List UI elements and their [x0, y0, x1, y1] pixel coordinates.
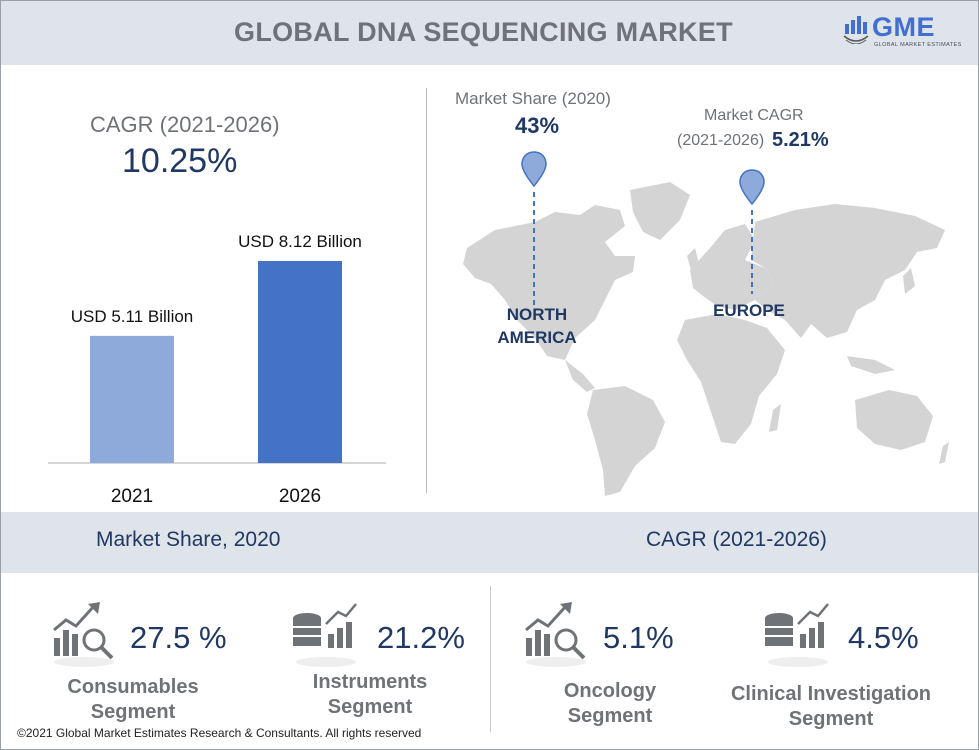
database-chart-icon — [765, 603, 829, 667]
stat-label-line1: Clinical Investigation — [730, 683, 932, 705]
gme-logo: GME GLOBAL MARKET ESTIMATES — [842, 12, 962, 52]
stat-label-line1: Instruments — [312, 671, 428, 693]
market-share-label: Market Share (2020) — [455, 89, 611, 108]
africa-shape — [677, 314, 785, 444]
instruments-segment-label: Instruments Segment — [290, 670, 450, 720]
cagr-heading: CAGR (2021-2026) — [646, 528, 827, 551]
copyright-footer: ©2021 Global Market Estimates Research &… — [17, 726, 422, 740]
market-cagr-value: 5.21% — [772, 129, 829, 151]
europe-pin — [739, 169, 765, 294]
north-america-shape — [463, 205, 635, 360]
region-north-america-line2: AMERICA — [497, 328, 577, 347]
north-america-pin — [521, 151, 547, 306]
database-chart-icon — [293, 603, 357, 667]
europe-shape — [690, 224, 775, 310]
south-america-shape — [587, 386, 665, 496]
stat-label-line2: Segment — [788, 708, 874, 730]
region-north-america: NORTH AMERICA — [492, 303, 582, 349]
globe-bars-icon — [843, 16, 869, 44]
world-map — [463, 182, 949, 496]
stat-label-line1: Consumables — [67, 676, 199, 698]
asia-shape — [751, 204, 945, 338]
chart-magnifier-icon — [53, 602, 114, 667]
stats-divider — [490, 586, 491, 732]
consumables-segment-label: Consumables Segment — [40, 675, 226, 725]
stat-label-line2: Segment — [327, 696, 413, 718]
stat-label-line2: Segment — [90, 701, 176, 723]
x-tick-label: 2021 — [111, 486, 153, 507]
oncology-cagr-value: 5.1% — [603, 620, 674, 655]
australia-shape — [855, 390, 933, 450]
greenland-shape — [630, 182, 690, 240]
consumables-share-value: 27.5 % — [130, 620, 227, 655]
x-tick-label: 2026 — [279, 486, 321, 507]
region-europe: EUROPE — [713, 301, 785, 320]
instruments-share-value: 21.2% — [377, 620, 465, 655]
market-size-bar-chart: USD 5.11 Billion 2021 USD 8.12 Billion 2026 — [48, 232, 386, 507]
header-bar: GLOBAL DNA SEQUENCING MARKET — [1, 1, 978, 65]
clinical-investigation-cagr-value: 4.5% — [848, 620, 919, 655]
logo-word: GME — [872, 12, 936, 42]
bar-2026 — [258, 261, 342, 463]
stat-label-line1: Oncology — [563, 680, 657, 702]
section-divider — [426, 88, 427, 493]
bar-data-label: USD 8.12 Billion — [238, 232, 362, 251]
region-north-america-line1: NORTH — [506, 305, 568, 324]
market-cagr-period: (2021-2026) — [677, 132, 765, 149]
map-pin-icon — [521, 151, 547, 188]
cagr-label: CAGR (2021-2026) — [90, 112, 280, 137]
market-share-heading: Market Share, 2020 — [96, 528, 281, 551]
market-share-value: 43% — [515, 113, 560, 138]
oncology-segment-label: Oncology Segment — [540, 679, 680, 729]
map-pin-icon — [739, 169, 765, 206]
cagr-value: 10.25% — [122, 142, 238, 180]
logo-tagline: GLOBAL MARKET ESTIMATES — [874, 42, 962, 48]
bar-data-label: USD 5.11 Billion — [71, 307, 194, 326]
section-band — [1, 512, 978, 573]
clinical-investigation-segment-label: Clinical Investigation Segment — [726, 682, 936, 732]
bar-2021 — [90, 335, 174, 463]
chart-magnifier-icon — [525, 602, 586, 667]
page-title: GLOBAL DNA SEQUENCING MARKET — [234, 17, 733, 47]
market-cagr-label: Market CAGR — [704, 107, 804, 124]
central-america-shape — [565, 360, 595, 392]
stat-label-line2: Segment — [567, 705, 653, 727]
